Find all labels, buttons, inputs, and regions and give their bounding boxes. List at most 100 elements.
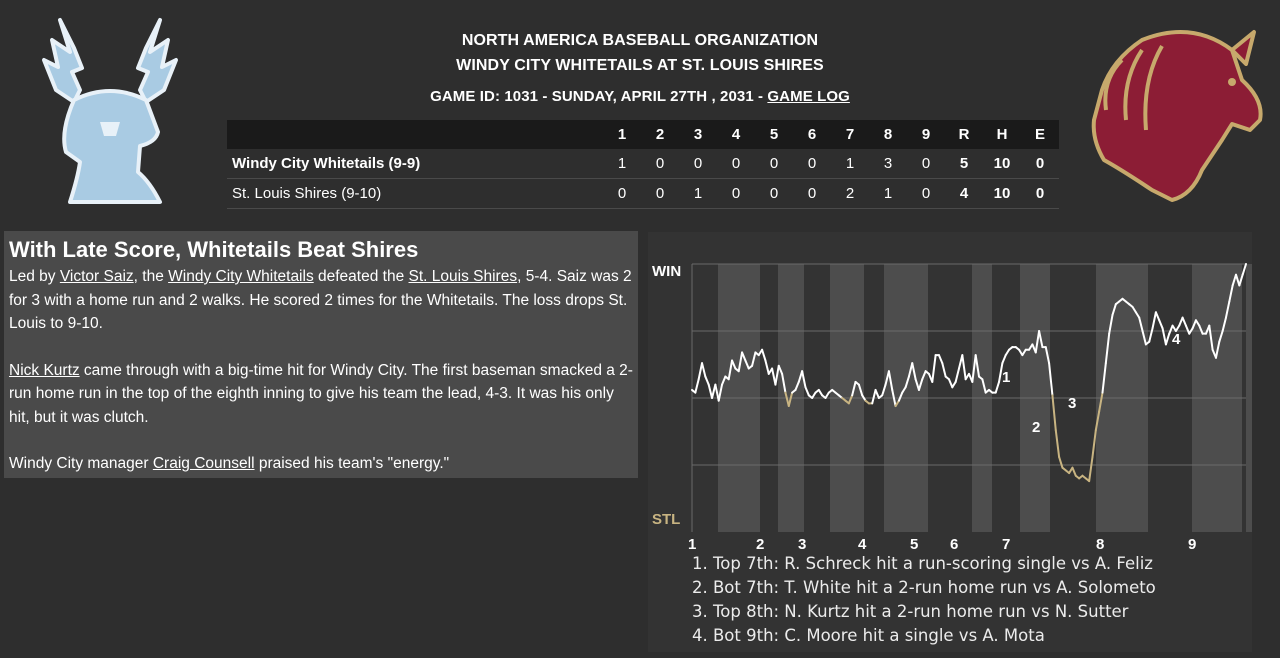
story-text: , the xyxy=(133,268,169,285)
inning-score: 1 xyxy=(603,149,641,179)
win-probability-segment xyxy=(887,370,894,391)
win-probability-segment xyxy=(824,391,830,399)
team-name: Windy City Whitetails (9-9) xyxy=(227,149,603,179)
win-probability-segment xyxy=(774,364,780,386)
inning-tick-label: 5 xyxy=(910,536,918,552)
story-text: defeated the xyxy=(313,268,409,285)
inning-header: 9 xyxy=(907,120,945,149)
win-probability-segment xyxy=(874,388,880,399)
win-probability-segment xyxy=(861,394,867,402)
inning-header: 8 xyxy=(869,120,907,149)
win-probability-segment xyxy=(1214,340,1221,359)
win-probability-segment xyxy=(1131,305,1137,314)
hits-total: 10 xyxy=(983,178,1021,209)
win-probability-segment xyxy=(744,359,750,370)
inning-score: 0 xyxy=(793,178,831,209)
win-probability-segment xyxy=(704,375,710,386)
win-probability-segment xyxy=(941,362,947,378)
runs-total: 5 xyxy=(945,149,983,179)
win-probability-segment xyxy=(737,351,744,373)
win-probability-panel: WIN STL 1 2 3 4 5 6 7 8 9 1 2 3 4 1. Top 7th: R. Schre… xyxy=(648,232,1252,652)
win-probability-segment xyxy=(1188,327,1194,335)
inning-tick-label: 8 xyxy=(1096,536,1104,552)
story-text: came through with a big-time hit for Win… xyxy=(9,361,633,426)
win-probability-segment xyxy=(1164,332,1171,346)
team-link-st-louis[interactable]: St. Louis Shires xyxy=(408,268,518,285)
inning-score: 0 xyxy=(717,149,755,179)
win-probability-segment xyxy=(954,367,960,383)
win-probability-segment xyxy=(1091,429,1097,458)
story-paragraph: Led by Victor Saiz, the Windy City White… xyxy=(4,265,638,336)
story-text: praised his team's "energy." xyxy=(254,455,450,472)
win-probability-segment xyxy=(1241,263,1247,276)
game-id-date: GAME ID: 1031 - SUNDAY, APRIL 27TH , 203… xyxy=(430,88,768,105)
game-story: With Late Score, Whitetails Beat Shires … xyxy=(4,231,638,478)
inning-score: 0 xyxy=(907,149,945,179)
win-probability-segment xyxy=(1184,324,1191,335)
win-probability-segment xyxy=(1228,284,1234,303)
win-probability-segment xyxy=(801,370,807,389)
win-probability-segment xyxy=(911,362,917,381)
team-link-windy-city[interactable]: Windy City Whitetails xyxy=(168,268,314,285)
inning-header: 3 xyxy=(679,120,717,149)
manager-link-craig-counsell[interactable]: Craig Counsell xyxy=(152,455,255,472)
win-probability-segment xyxy=(921,370,927,381)
inning-header: 7 xyxy=(831,120,869,149)
win-probability-segment xyxy=(894,399,900,408)
win-probability-segment xyxy=(1194,319,1201,327)
inning-header: 6 xyxy=(793,120,831,149)
win-probability-segment xyxy=(717,383,724,402)
inning-score: 1 xyxy=(869,178,907,209)
win-probability-segment xyxy=(917,378,924,391)
inning-tick-label: 1 xyxy=(688,536,696,552)
win-probability-segment xyxy=(1138,316,1144,332)
win-probability-segment xyxy=(764,359,770,375)
win-probability-segment xyxy=(951,380,957,389)
win-probability-segment xyxy=(784,391,790,408)
game-log-link[interactable]: GAME LOG xyxy=(767,88,850,105)
win-probability-segment xyxy=(781,372,787,394)
box-score: 1 2 3 4 5 6 7 8 9 R H E Windy City White… xyxy=(227,120,1059,209)
win-probability-segment xyxy=(1134,311,1141,319)
box-score-header: 1 2 3 4 5 6 7 8 9 R H E xyxy=(227,120,1059,149)
inning-score: 0 xyxy=(793,149,831,179)
win-probability-segment xyxy=(721,375,727,386)
hits-header: H xyxy=(983,120,1021,149)
story-text: Led by xyxy=(9,268,60,285)
win-probability-segment xyxy=(1101,362,1107,394)
win-probability-segment xyxy=(851,380,857,397)
win-probability-segment xyxy=(701,362,707,378)
inning-header: 2 xyxy=(641,120,679,149)
player-link-victor-saiz[interactable]: Victor Saiz xyxy=(59,268,134,285)
win-probability-segment xyxy=(727,359,734,381)
win-probability-segment xyxy=(1051,394,1057,432)
chart-note: 1. Top 7th: R. Schreck hit a run-scoring… xyxy=(692,554,1153,573)
inning-tick-label: 4 xyxy=(858,536,867,552)
win-probability-segment xyxy=(1108,313,1114,335)
horse-logo xyxy=(1091,30,1263,202)
win-probability-segment xyxy=(811,391,817,399)
win-probability-chart: WIN STL 1 2 3 4 5 6 7 8 9 1 2 3 4 xyxy=(652,263,1252,552)
win-probability-segment xyxy=(901,386,907,394)
win-probability-segment xyxy=(1021,348,1027,357)
chart-note: 4. Bot 9th: C. Moore hit a single vs A. … xyxy=(692,626,1045,645)
away-team-label: WIN xyxy=(652,263,681,280)
win-probability-segment xyxy=(1038,330,1044,349)
win-probability-segment xyxy=(1168,324,1174,335)
event-marker: 2 xyxy=(1032,419,1040,436)
win-probability-segment xyxy=(1088,455,1094,483)
inning-score: 0 xyxy=(679,149,717,179)
win-probability-segment xyxy=(714,383,720,402)
win-probability-segment xyxy=(771,367,777,386)
win-probability-segment xyxy=(694,378,700,394)
win-probability-segment xyxy=(817,388,824,397)
inning-score: 2 xyxy=(831,178,869,209)
win-probability-segment xyxy=(1094,410,1101,432)
story-paragraph: Nick Kurtz came through with a big-time … xyxy=(4,359,638,430)
win-probability-segment xyxy=(1058,455,1064,469)
win-probability-segment xyxy=(998,362,1004,383)
runs-total: 4 xyxy=(945,178,983,209)
win-probability-segment xyxy=(897,391,904,402)
player-link-nick-kurtz[interactable]: Nick Kurtz xyxy=(9,361,80,379)
inning-header: 4 xyxy=(717,120,755,149)
